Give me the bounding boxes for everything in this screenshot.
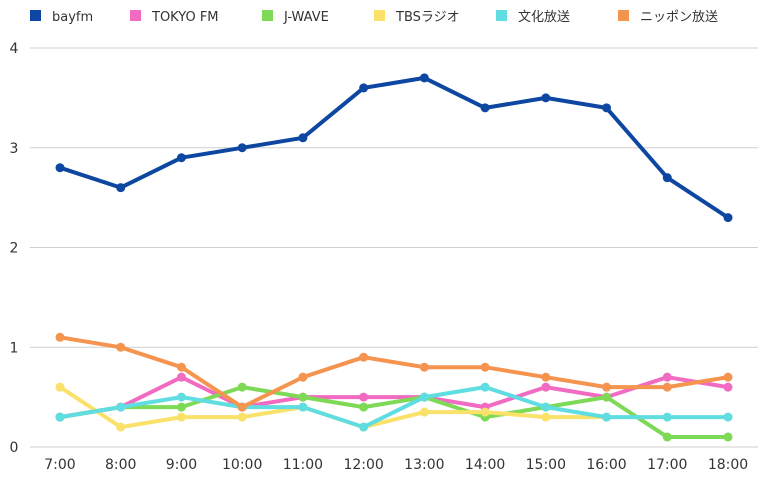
data-point-1-4 <box>237 143 247 153</box>
data-point-1-11 <box>662 173 672 183</box>
data-point-3-3 <box>176 402 186 412</box>
series-line-1 <box>58 75 730 220</box>
x-tick-label-18-00: 18:00 <box>708 457 748 473</box>
data-point-6-9 <box>541 372 551 382</box>
legend-label-3: J-WAVE <box>283 10 329 25</box>
data-point-1-10 <box>602 103 612 113</box>
series-6 <box>55 332 733 412</box>
data-point-5-8 <box>480 382 490 392</box>
x-tick-label-9-00: 9:00 <box>166 457 197 473</box>
series-layer <box>55 73 733 442</box>
series-line-5 <box>58 385 730 430</box>
data-point-1-5 <box>298 133 308 143</box>
x-tick-label-16-00: 16:00 <box>586 457 626 473</box>
legend-swatch-4 <box>374 10 385 21</box>
data-point-4-3 <box>176 412 186 422</box>
data-point-2-12 <box>723 382 733 392</box>
data-point-1-8 <box>480 103 490 113</box>
data-point-3-12 <box>723 432 733 442</box>
series-line-6 <box>58 335 730 410</box>
data-point-3-10 <box>602 392 612 402</box>
legend-swatch-6 <box>618 10 629 21</box>
data-point-5-3 <box>176 392 186 402</box>
legend-label-1: bayfm <box>52 10 93 25</box>
legend-swatch-2 <box>130 10 141 21</box>
legend-swatch-1 <box>30 10 41 21</box>
y-tick-label-4: 4 <box>10 41 19 57</box>
data-point-5-7 <box>419 392 429 402</box>
x-axis: 7:00 8:00 9:00 10:00 11:00 12:00 13:00 14:00 15:… <box>44 457 748 473</box>
x-tick-label-11-00: 11:00 <box>283 457 323 473</box>
data-point-6-12 <box>723 372 733 382</box>
data-point-6-6 <box>359 352 369 362</box>
data-point-2-6 <box>359 392 369 402</box>
data-point-1-6 <box>359 83 369 93</box>
data-point-3-5 <box>298 392 308 402</box>
series-line-3 <box>58 385 730 439</box>
data-point-5-5 <box>298 402 308 412</box>
legend-swatch-3 <box>262 10 273 21</box>
x-tick-label-10-00: 10:00 <box>222 457 262 473</box>
data-point-1-1 <box>55 163 65 173</box>
legend-label-5: 文化放送 <box>518 10 570 25</box>
data-point-6-1 <box>55 332 65 342</box>
data-point-1-2 <box>116 183 126 193</box>
x-tick-label-13-00: 13:00 <box>404 457 444 473</box>
series-1 <box>55 73 733 223</box>
data-point-4-1 <box>55 382 65 392</box>
data-point-5-11 <box>662 412 672 422</box>
data-point-3-11 <box>662 432 672 442</box>
x-tick-label-12-00: 12:00 <box>343 457 383 473</box>
data-point-6-7 <box>419 362 429 372</box>
data-point-4-9 <box>541 412 551 422</box>
y-tick-label-1: 1 <box>10 340 19 356</box>
x-tick-label-15-00: 15:00 <box>526 457 566 473</box>
data-point-4-4 <box>237 412 247 422</box>
legend-label-6: ニッポン放送 <box>640 10 718 25</box>
x-tick-label-7-00: 7:00 <box>44 457 75 473</box>
data-point-5-1 <box>55 412 65 422</box>
data-point-2-11 <box>662 372 672 382</box>
data-point-5-10 <box>602 412 612 422</box>
legend-label-4: TBSラジオ <box>395 10 460 25</box>
data-point-6-8 <box>480 362 490 372</box>
y-tick-label-3: 3 <box>10 141 19 157</box>
data-point-6-2 <box>116 342 126 352</box>
x-tick-label-17-00: 17:00 <box>647 457 687 473</box>
data-point-3-4 <box>237 382 247 392</box>
series-line-2 <box>58 375 730 420</box>
y-tick-label-2: 2 <box>10 241 19 257</box>
x-tick-label-14-00: 14:00 <box>465 457 505 473</box>
data-point-5-12 <box>723 412 733 422</box>
data-point-5-6 <box>359 422 369 432</box>
data-point-1-12 <box>723 213 733 223</box>
y-axis: 0 1 2 3 4 <box>10 41 19 456</box>
legend-label-2: TOKYO FM <box>151 10 219 25</box>
y-tick-label-0: 0 <box>10 440 19 456</box>
data-point-6-4 <box>237 402 247 412</box>
data-point-4-7 <box>419 407 429 417</box>
data-point-5-9 <box>541 402 551 412</box>
data-point-6-3 <box>176 362 186 372</box>
data-point-6-5 <box>298 372 308 382</box>
data-point-3-6 <box>359 402 369 412</box>
legend-swatch-5 <box>496 10 507 21</box>
data-point-1-3 <box>176 153 186 163</box>
data-point-2-3 <box>176 372 186 382</box>
data-point-4-8 <box>480 407 490 417</box>
data-point-4-2 <box>116 422 126 432</box>
data-point-1-7 <box>419 73 429 83</box>
data-point-1-9 <box>541 93 551 103</box>
data-point-5-2 <box>116 402 126 412</box>
data-point-2-9 <box>541 382 551 392</box>
legend: bayfm TOKYO FM J-WAVE TBSラジオ 文化放送 ニッポン放送 <box>30 10 718 25</box>
gridlines <box>30 47 758 448</box>
x-tick-label-8-00: 8:00 <box>105 457 136 473</box>
data-point-6-10 <box>602 382 612 392</box>
data-point-6-11 <box>662 382 672 392</box>
